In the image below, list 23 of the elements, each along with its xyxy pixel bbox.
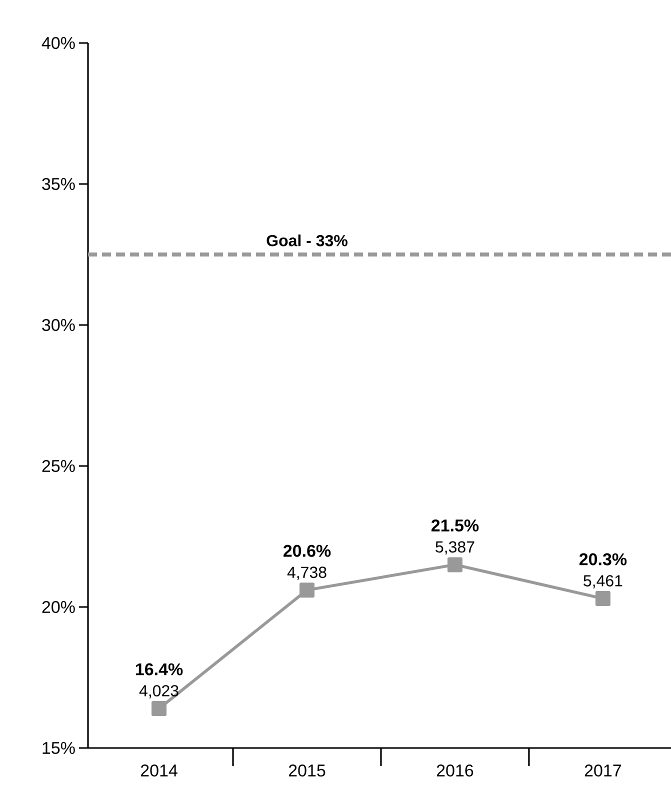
data-label: 20.3% — [579, 553, 627, 566]
ref-line-label: Goal - 33% — [266, 234, 348, 246]
x-tick-label: 2015 — [288, 764, 326, 777]
annotation: 5,387 — [436, 541, 474, 554]
point — [299, 582, 314, 598]
annotation: 4,738 — [287, 566, 326, 580]
point — [595, 591, 610, 606]
point — [152, 701, 167, 716]
y-tick-label: 30% — [42, 318, 75, 332]
data-label: 16.4% — [136, 663, 183, 676]
point — [447, 557, 462, 572]
y-tick-label: 40% — [42, 36, 75, 50]
data-label: 21.5% — [431, 519, 479, 532]
y-tick-label: 25% — [42, 460, 75, 472]
annotation: 4,023 — [139, 685, 178, 698]
data-label: 20.6% — [283, 544, 331, 557]
annotation: 5,461 — [584, 575, 622, 588]
x-tick-label: 2016 — [436, 764, 474, 777]
x-tick-label: 2014 — [140, 764, 178, 777]
y-tick-label: 20% — [42, 600, 75, 614]
x-tick-label: 2017 — [584, 764, 621, 777]
y-tick-label: 35% — [42, 178, 75, 190]
y-tick-label: 15% — [42, 742, 75, 754]
